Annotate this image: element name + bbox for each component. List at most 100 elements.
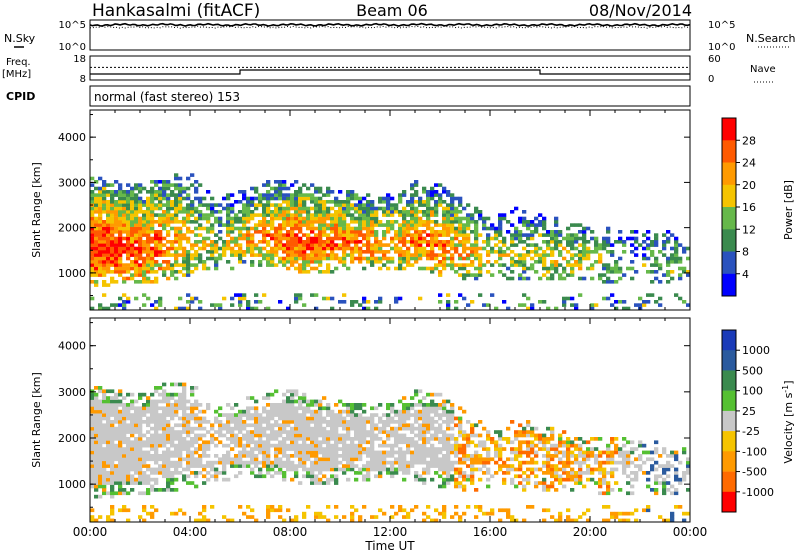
heatmap-cell	[162, 382, 167, 387]
heatmap-cell	[162, 464, 167, 468]
heatmap-cell	[186, 256, 191, 261]
heatmap-cell	[446, 216, 451, 221]
heatmap-cell	[642, 240, 647, 244]
heatmap-cell	[182, 430, 187, 434]
heatmap-cell	[562, 256, 567, 261]
heatmap-cell	[118, 246, 123, 251]
heatmap-cell	[102, 263, 107, 267]
heatmap-cell	[294, 180, 299, 184]
heatmap-cell	[574, 454, 579, 458]
heatmap-cell	[426, 196, 431, 201]
heatmap-cell	[254, 213, 259, 217]
heatmap-cell	[346, 430, 351, 434]
heatmap-cell	[310, 477, 315, 482]
heatmap-cell	[130, 263, 135, 267]
heatmap-cell	[422, 210, 427, 214]
heatmap-cell	[138, 406, 143, 411]
heatmap-cell	[238, 220, 243, 224]
heatmap-cell	[230, 193, 235, 197]
heatmap-cell	[110, 450, 115, 455]
heatmap-cell	[198, 246, 203, 251]
heatmap-cell	[526, 505, 531, 509]
heatmap-cell	[286, 196, 291, 201]
heatmap-cell	[106, 223, 111, 227]
heatmap-cell	[462, 460, 467, 465]
heatmap-cell	[234, 440, 239, 445]
heatmap-cell	[342, 206, 347, 211]
heatmap-cell	[662, 246, 667, 251]
heatmap-cell	[226, 426, 231, 431]
nsky-label: N.Sky	[4, 32, 36, 45]
heatmap-cell	[286, 416, 291, 421]
heatmap-cell	[282, 233, 287, 237]
heatmap-cell	[462, 511, 467, 516]
heatmap-cell	[274, 471, 279, 475]
heatmap-cell	[422, 203, 427, 207]
heatmap-cell	[274, 403, 279, 407]
heatmap-cell	[154, 250, 159, 254]
heatmap-cell	[178, 464, 183, 468]
heatmap-cell	[90, 200, 95, 204]
heatmap-cell	[414, 426, 419, 431]
heatmap-cell	[586, 454, 591, 458]
heatmap-cell	[90, 409, 95, 414]
heatmap-cell	[398, 260, 403, 264]
heatmap-cell	[278, 223, 283, 227]
heatmap-cell	[454, 216, 459, 221]
heatmap-cell	[250, 243, 255, 247]
heatmap-cell	[110, 210, 115, 214]
heatmap-cell	[270, 210, 275, 214]
heatmap-cell	[102, 467, 107, 472]
heatmap-cell	[214, 246, 219, 251]
heatmap-cell	[106, 266, 111, 271]
heatmap-cell	[614, 515, 619, 519]
heatmap-cell	[566, 243, 571, 247]
heatmap-cell	[102, 423, 107, 428]
heatmap-cell	[118, 236, 123, 241]
heatmap-cell	[558, 230, 563, 234]
heatmap-cell	[418, 474, 423, 479]
heatmap-cell	[646, 484, 651, 489]
heatmap-cell	[634, 270, 639, 274]
heatmap-cell	[174, 236, 179, 241]
heatmap-cell	[362, 233, 367, 237]
heatmap-cell	[270, 226, 275, 231]
heatmap-cell	[218, 423, 223, 428]
heatmap-cell	[310, 403, 315, 407]
heatmap-cell	[146, 396, 151, 400]
heatmap-cell	[466, 213, 471, 217]
heatmap-cell	[142, 433, 147, 438]
heatmap-cell	[586, 246, 591, 251]
heatmap-cell	[142, 203, 147, 207]
heatmap-cell	[130, 413, 135, 417]
heatmap-cell	[106, 193, 111, 197]
heatmap-cell	[314, 236, 319, 241]
heatmap-cell	[222, 296, 227, 301]
heatmap-cell	[170, 200, 175, 204]
heatmap-cell	[478, 233, 483, 237]
heatmap-cell	[318, 464, 323, 468]
heatmap-cell	[518, 233, 523, 237]
heatmap-cell	[498, 518, 503, 523]
heatmap-cell	[366, 236, 371, 241]
heatmap-cell	[486, 433, 491, 438]
heatmap-cell	[110, 440, 115, 445]
heatmap-cell	[94, 233, 99, 237]
heatmap-cell	[118, 403, 123, 407]
heatmap-cell	[246, 216, 251, 221]
heatmap-cell	[598, 260, 603, 264]
heatmap-cell	[330, 226, 335, 231]
heatmap-cell	[262, 396, 267, 400]
heatmap-cell	[158, 416, 163, 421]
heatmap-cell	[666, 488, 671, 492]
heatmap-cell	[482, 460, 487, 465]
heatmap-cell	[546, 454, 551, 458]
heatmap-cell	[142, 505, 147, 509]
heatmap-cell	[118, 420, 123, 424]
heatmap-cell	[418, 437, 423, 441]
heatmap-cell	[194, 433, 199, 438]
heatmap-cell	[538, 213, 543, 217]
heatmap-cell	[650, 270, 655, 274]
heatmap-cell	[642, 450, 647, 455]
